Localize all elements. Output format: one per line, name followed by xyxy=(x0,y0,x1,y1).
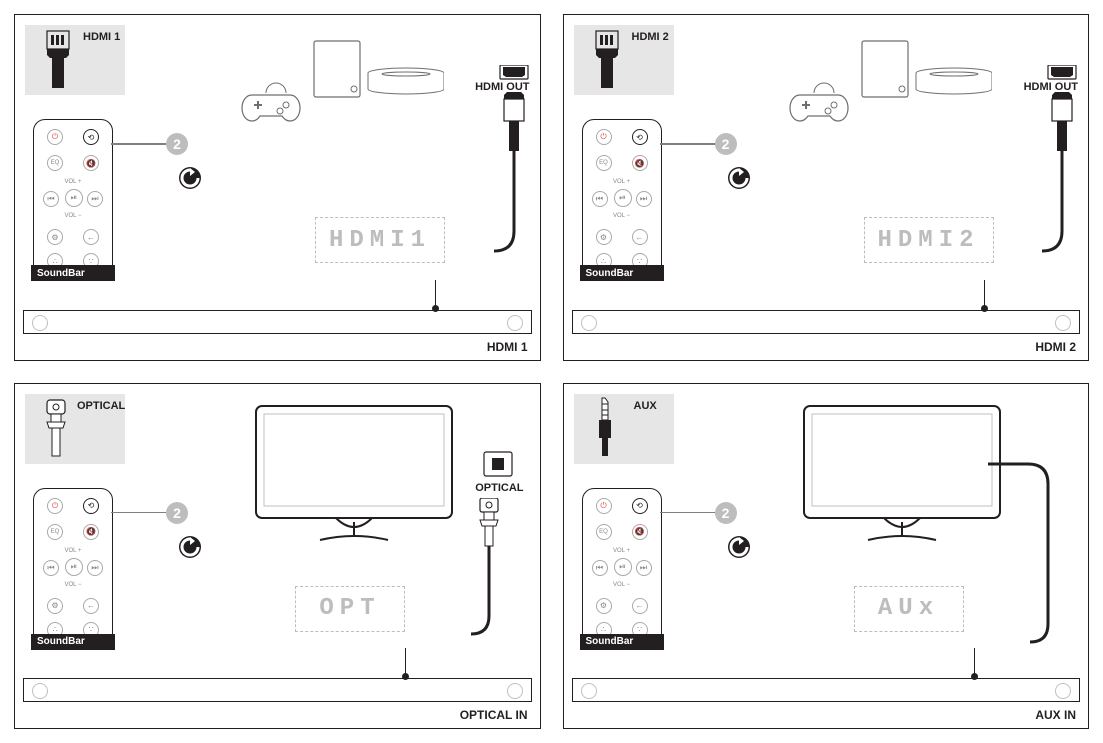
play-button[interactable]: ⏯ xyxy=(65,558,83,576)
play-button[interactable]: ⏯ xyxy=(614,558,632,576)
connector-badge: HDMI 1 xyxy=(25,25,125,95)
next-button[interactable]: ⏭ xyxy=(87,560,103,576)
play-button[interactable]: ⏯ xyxy=(65,189,83,207)
next-button[interactable]: ⏭ xyxy=(636,560,652,576)
back-button[interactable]: ← xyxy=(83,229,99,245)
back-button[interactable]: ← xyxy=(632,598,648,614)
source-button[interactable]: ⟲ xyxy=(632,498,648,514)
power-button[interactable]: ⏻ xyxy=(47,129,63,145)
step-callout: 2 xyxy=(660,502,737,524)
next-button[interactable]: ⏭ xyxy=(87,191,103,207)
plug-label: OPTICAL xyxy=(475,482,523,494)
led-display: HDMI2 xyxy=(864,217,994,263)
prev-button[interactable]: ⏮ xyxy=(43,191,59,207)
panel-aux: AUX ⏻ ⟲ EQ 🔇 VOL + ⏮ ⏯ ⏭ VOL − xyxy=(563,383,1090,730)
soundbar xyxy=(23,310,532,334)
optical-jack-icon xyxy=(482,450,516,480)
hdmi-cable-icon xyxy=(1002,65,1082,285)
source-hint-icon xyxy=(726,165,752,191)
soundbar xyxy=(572,310,1081,334)
eq-button[interactable]: EQ xyxy=(47,155,63,171)
remote-control: ⏻ ⟲ EQ 🔇 VOL + ⏮ ⏯ ⏭ VOL − ⚙ ← ∴ ∵ Sound… xyxy=(582,119,662,279)
settings-button[interactable]: ⚙ xyxy=(47,598,63,614)
settings-button[interactable]: ⚙ xyxy=(596,598,612,614)
badge-label: HDMI 1 xyxy=(83,31,120,43)
port-label: OPTICAL IN xyxy=(460,708,528,722)
eq-button[interactable]: EQ xyxy=(596,155,612,171)
mute-button[interactable]: 🔇 xyxy=(83,524,99,540)
eq-button[interactable]: EQ xyxy=(47,524,63,540)
settings-button[interactable]: ⚙ xyxy=(47,229,63,245)
remote-brand: SoundBar xyxy=(31,265,115,281)
optical-plug-icon xyxy=(33,398,79,460)
led-display: HDMI1 xyxy=(315,217,445,263)
optical-cable-icon xyxy=(460,498,520,668)
power-button[interactable]: ⏻ xyxy=(596,498,612,514)
step-number: 2 xyxy=(715,133,737,155)
badge-label: OPTICAL xyxy=(77,400,125,412)
source-hint-icon xyxy=(726,534,752,560)
back-button[interactable]: ← xyxy=(632,229,648,245)
hdmi-plug-icon xyxy=(35,29,81,91)
remote-control: ⏻ ⟲ EQ 🔇 VOL + ⏮ ⏯ ⏭ VOL − ⚙ ← ∴ ∵ Sound… xyxy=(33,488,113,648)
power-button[interactable]: ⏻ xyxy=(596,129,612,145)
source-hint-icon xyxy=(177,534,203,560)
step-number: 2 xyxy=(166,133,188,155)
panel-hdmi1: HDMI 1 HDM xyxy=(14,14,541,361)
step-callout: 2 xyxy=(111,133,188,155)
hdmi-plug-icon xyxy=(584,29,630,91)
connector-badge: AUX xyxy=(574,394,674,464)
connector-badge: OPTICAL xyxy=(25,394,125,464)
led-display: OPT xyxy=(295,586,405,632)
soundbar xyxy=(572,678,1081,702)
mute-button[interactable]: 🔇 xyxy=(83,155,99,171)
settings-button[interactable]: ⚙ xyxy=(596,229,612,245)
remote-control: ⏻ ⟲ EQ 🔇 VOL + ⏮ ⏯ ⏭ VOL − ⚙ ← ∴ ∵ Sound… xyxy=(33,119,113,279)
soundbar xyxy=(23,678,532,702)
step-number: 2 xyxy=(715,502,737,524)
tv-icon xyxy=(798,400,1008,550)
step-callout: 2 xyxy=(111,502,188,524)
port-label: HDMI 2 xyxy=(1035,340,1076,354)
source-button[interactable]: ⟲ xyxy=(632,129,648,145)
hdmi-cable-icon xyxy=(454,65,534,285)
port-label: HDMI 1 xyxy=(487,340,528,354)
panel-grid: HDMI 1 HDM xyxy=(14,14,1089,729)
remote-control: ⏻ ⟲ EQ 🔇 VOL + ⏮ ⏯ ⏭ VOL − ⚙ ← ∴ ∵ Sound… xyxy=(582,488,662,648)
source-devices xyxy=(214,35,444,125)
connector-badge: HDMI 2 xyxy=(574,25,674,95)
panel-optical: OPTICAL OPTICAL xyxy=(14,383,541,730)
panel-hdmi2: HDMI 2 HDMI OUT xyxy=(563,14,1090,361)
remote-brand: SoundBar xyxy=(580,265,664,281)
eq-button[interactable]: EQ xyxy=(596,524,612,540)
back-button[interactable]: ← xyxy=(83,598,99,614)
aux-cable-icon xyxy=(978,454,1078,674)
source-button[interactable]: ⟲ xyxy=(83,129,99,145)
tv-icon xyxy=(250,400,460,550)
step-number: 2 xyxy=(166,502,188,524)
step-callout: 2 xyxy=(660,133,737,155)
mute-button[interactable]: 🔇 xyxy=(632,155,648,171)
remote-brand: SoundBar xyxy=(31,634,115,650)
led-display: AUx xyxy=(854,586,964,632)
prev-button[interactable]: ⏮ xyxy=(592,191,608,207)
prev-button[interactable]: ⏮ xyxy=(43,560,59,576)
source-button[interactable]: ⟲ xyxy=(83,498,99,514)
source-hint-icon xyxy=(177,165,203,191)
next-button[interactable]: ⏭ xyxy=(636,191,652,207)
badge-label: AUX xyxy=(634,400,657,412)
badge-label: HDMI 2 xyxy=(632,31,669,43)
play-button[interactable]: ⏯ xyxy=(614,189,632,207)
aux-plug-icon xyxy=(582,396,628,458)
power-button[interactable]: ⏻ xyxy=(47,498,63,514)
mute-button[interactable]: 🔇 xyxy=(632,524,648,540)
remote-brand: SoundBar xyxy=(580,634,664,650)
source-devices xyxy=(762,35,992,125)
prev-button[interactable]: ⏮ xyxy=(592,560,608,576)
port-label: AUX IN xyxy=(1035,708,1076,722)
